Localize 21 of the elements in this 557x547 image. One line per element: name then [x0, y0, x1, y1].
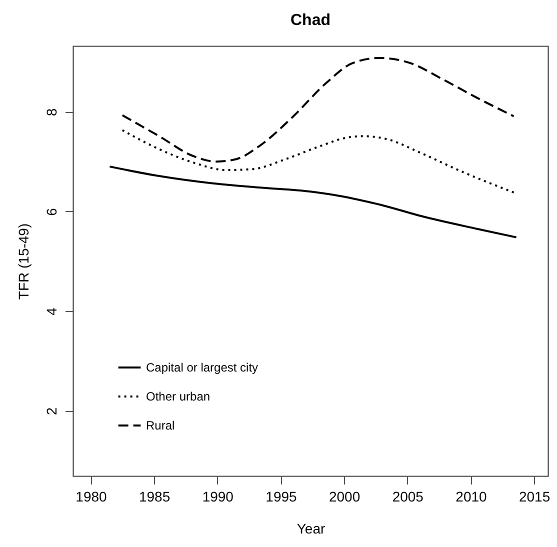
- x-tick-label: 1990: [202, 488, 234, 504]
- x-tick-label: 1995: [266, 488, 298, 504]
- x-tick-label: 2000: [328, 488, 360, 504]
- y-axis-title: TFR (15-49): [16, 223, 32, 300]
- x-tick-label: 2005: [392, 488, 424, 504]
- y-tick-label: 8: [44, 108, 60, 116]
- x-tick-label: 2015: [518, 488, 550, 504]
- line-series: [108, 166, 518, 238]
- x-tick-label: 1980: [76, 488, 108, 504]
- legend-label: Rural: [146, 418, 175, 432]
- y-tick-label: 2: [44, 407, 60, 416]
- line-series: [121, 129, 515, 194]
- legend-label: Capital or largest city: [146, 360, 258, 374]
- chart-title: Chad: [290, 12, 330, 29]
- x-tick-label: 2010: [456, 488, 488, 504]
- line-series: [121, 56, 515, 163]
- y-tick-label: 4: [44, 307, 60, 316]
- x-axis-title: Year: [296, 520, 326, 536]
- legend-label: Other urban: [146, 390, 210, 404]
- x-tick-label: 1985: [138, 488, 170, 504]
- y-tick-label: 6: [44, 208, 60, 216]
